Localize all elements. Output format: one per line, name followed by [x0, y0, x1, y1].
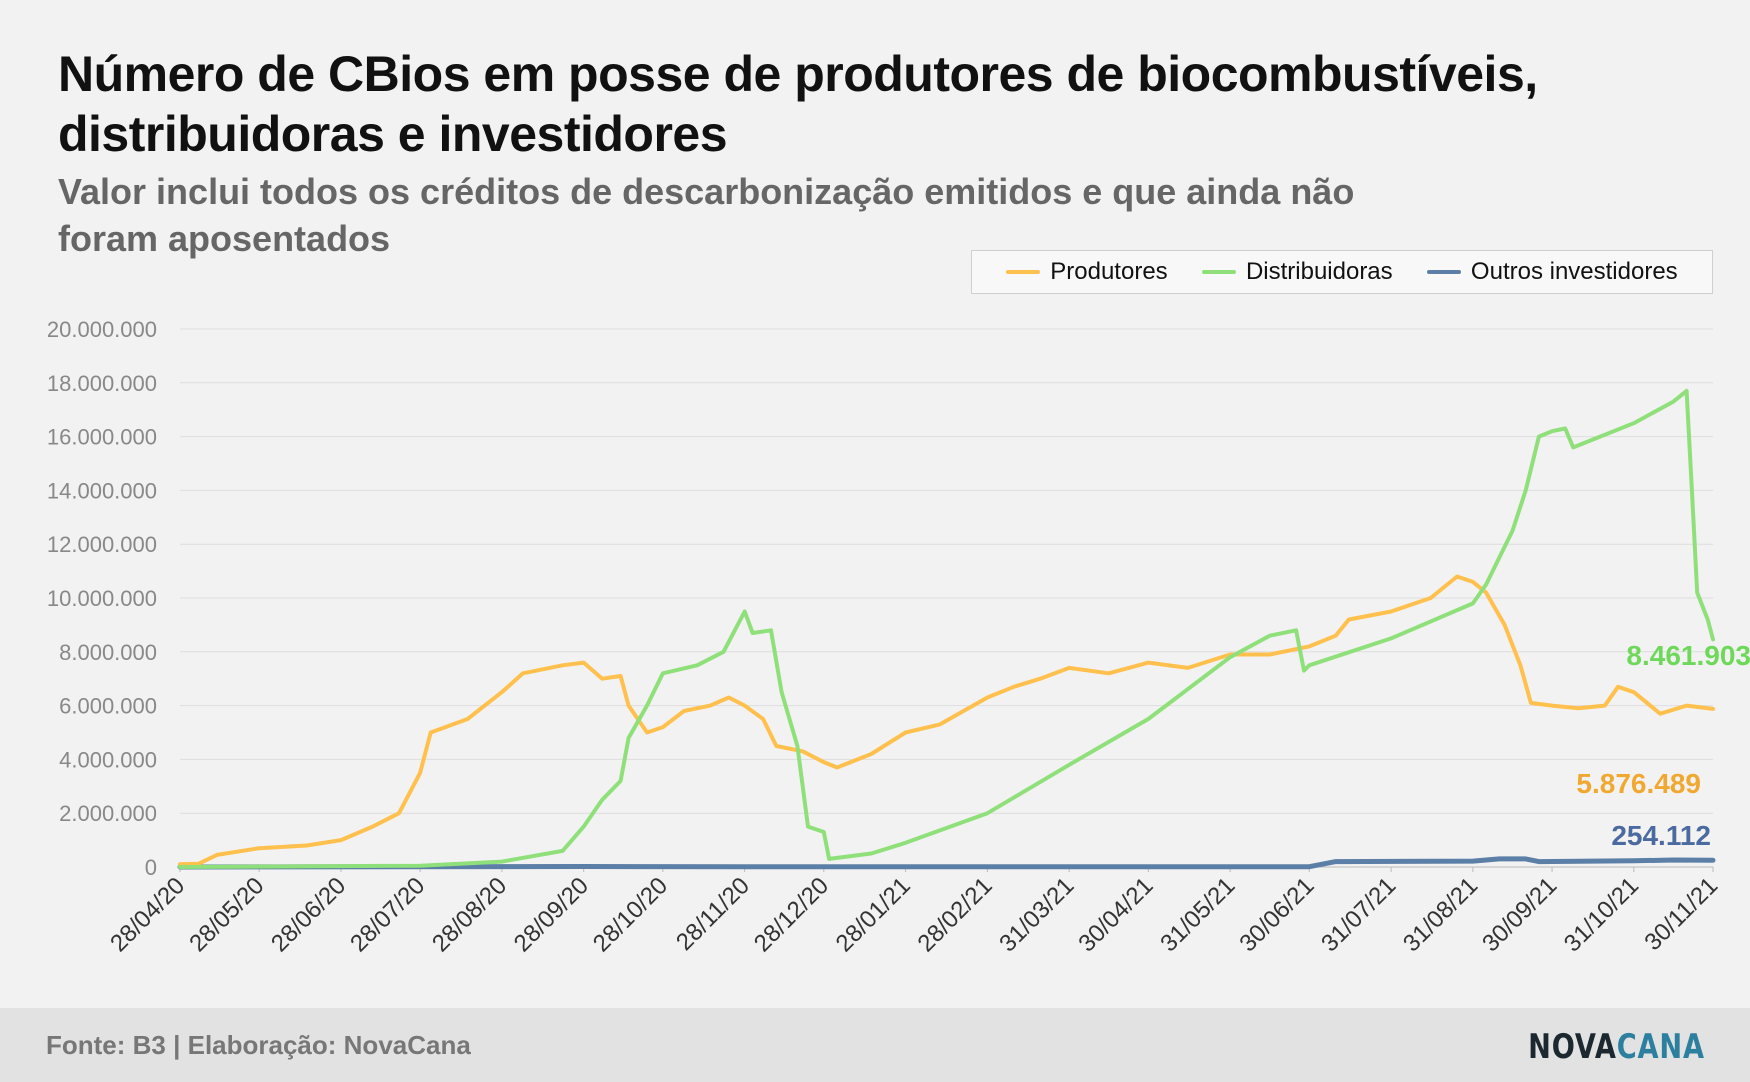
x-tick-label: 28/12/20 [749, 872, 834, 957]
x-tick-label: 28/04/20 [105, 872, 190, 957]
y-tick-label: 12.000.000 [47, 532, 157, 557]
x-tick-label: 31/10/21 [1559, 872, 1644, 957]
y-tick-label: 18.000.000 [47, 371, 157, 396]
end-label-produtores: 5.876.489 [1576, 768, 1701, 799]
end-label-distribuidoras: 8.461.903 [1626, 640, 1750, 671]
y-tick-label: 8.000.000 [59, 640, 157, 665]
y-tick-label: 20.000.000 [47, 317, 157, 342]
legend-swatch-outros [1426, 270, 1461, 274]
line-chart: 0 2.000.000 4.000.000 6.000.000 8.000.000 10.… [47, 317, 1750, 957]
legend-label-produtores: Produtores [1050, 258, 1168, 285]
end-label-outros: 254.112 [1611, 820, 1711, 851]
x-tick-label: 28/08/20 [427, 872, 512, 957]
footer: Fonte: B3 | Elaboração: NovaCana NOVACAN… [0, 1008, 1750, 1082]
x-tick-label: 28/06/20 [266, 872, 351, 957]
x-tick-label: 28/07/20 [345, 872, 430, 957]
legend-swatch-produtores [1006, 270, 1041, 274]
legend-item-distribuidoras: Distribuidoras [1201, 258, 1393, 286]
legend-label-outros: Outros investidores [1470, 258, 1678, 285]
x-tick-label: 31/05/21 [1155, 872, 1240, 957]
chart-subtitle: Valor inclui todos os créditos de descar… [58, 171, 1355, 259]
legend-label-distribuidoras: Distribuidoras [1245, 258, 1393, 285]
y-tick-label: 0 [145, 855, 157, 880]
series-line-produtores [178, 574, 1715, 867]
x-tick-label: 28/05/20 [184, 872, 269, 957]
x-tick-label: 30/06/21 [1234, 872, 1319, 957]
x-tick-label: 28/02/21 [912, 872, 997, 957]
legend-item-outros: Outros investidores [1426, 258, 1678, 286]
legend-item-produtores: Produtores [1006, 258, 1168, 286]
x-tick-label: 30/11/21 [1639, 872, 1723, 956]
chart-title: Número de CBios em posse de produtores d… [58, 46, 1538, 162]
y-tick-label: 2.000.000 [59, 801, 157, 826]
x-tick-label: 30/09/21 [1477, 872, 1562, 957]
novacana-logo: NOVACANA [1528, 1027, 1705, 1067]
y-tick-label: 4.000.000 [59, 747, 157, 772]
x-tick-label: 31/03/21 [994, 872, 1079, 957]
source-note: Fonte: B3 | Elaboração: NovaCana [46, 1030, 471, 1060]
chart-legend: Produtores Distribuidoras Outros investi… [971, 250, 1713, 294]
y-tick-label: 6.000.000 [59, 694, 157, 719]
series-line-outros [177, 856, 1716, 870]
y-tick-label: 14.000.000 [47, 478, 157, 503]
x-tick-label: 28/11/20 [671, 872, 755, 956]
legend-swatch-distribuidoras [1201, 270, 1236, 274]
x-tick-label: 28/09/20 [509, 872, 594, 957]
y-tick-label: 16.000.000 [47, 425, 157, 450]
y-tick-label: 10.000.000 [47, 586, 157, 611]
x-tick-label: 31/07/21 [1316, 872, 1401, 957]
x-tick-label: 30/04/21 [1073, 872, 1158, 957]
x-tick-label: 31/08/21 [1398, 872, 1483, 957]
x-tick-label: 28/10/20 [588, 872, 673, 957]
x-tick-label: 28/01/21 [831, 872, 916, 957]
series-line-distribuidoras [178, 388, 1715, 869]
